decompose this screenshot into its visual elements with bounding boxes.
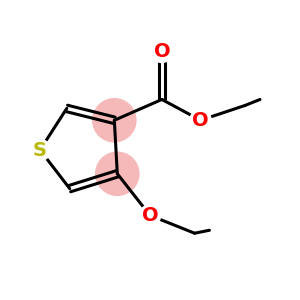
Text: O: O bbox=[154, 42, 170, 62]
Circle shape bbox=[139, 204, 161, 227]
Text: O: O bbox=[192, 111, 209, 130]
Circle shape bbox=[151, 40, 173, 63]
Text: S: S bbox=[33, 140, 47, 160]
Circle shape bbox=[95, 152, 140, 196]
Text: O: O bbox=[142, 206, 158, 225]
Circle shape bbox=[29, 139, 51, 161]
Circle shape bbox=[189, 109, 212, 132]
Circle shape bbox=[92, 98, 136, 142]
